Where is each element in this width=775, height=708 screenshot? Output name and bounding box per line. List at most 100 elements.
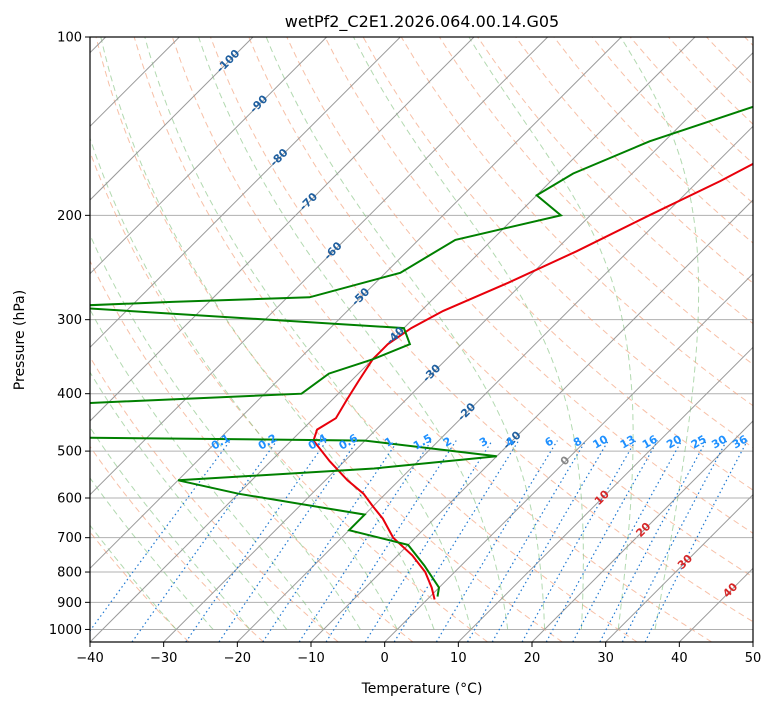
plot-frame	[89, 36, 754, 643]
mixing-ratio-label: 0.4	[306, 431, 330, 452]
dry-adiabat-line	[515, 37, 753, 284]
x-tick-label: 0	[381, 651, 389, 666]
mixing-ratio-line	[644, 440, 748, 642]
mixing-ratio-label: 6	[543, 434, 556, 449]
isotherm-line	[310, 199, 753, 642]
isotherm-line	[678, 567, 753, 642]
mixing-ratio-label: 1.5	[411, 432, 434, 453]
x-axis-label: Temperature (°C)	[361, 681, 483, 697]
isotherm-line	[457, 346, 753, 642]
x-tick-label: 10	[450, 651, 467, 666]
dry-adiabat-line	[90, 150, 488, 642]
y-tick-label: 1000	[49, 623, 82, 638]
moist-adiabat-line	[198, 37, 509, 630]
x-tick-label: 30	[597, 651, 614, 666]
mixing-ratio-line	[599, 440, 707, 642]
isotherm-line	[384, 272, 753, 642]
dry-adiabat-line	[95, 37, 563, 642]
dry-adiabat-line	[90, 531, 190, 642]
isotherm-line	[90, 37, 549, 496]
isotherm-line	[531, 420, 753, 642]
dry-adiabat-line	[591, 37, 753, 204]
dry-adiabat-line	[286, 37, 753, 534]
moist-adiabat-line	[620, 37, 700, 630]
mixing-ratio-label: 13	[618, 433, 638, 452]
moist-adiabat-line	[90, 477, 214, 630]
y-tick-label: 100	[57, 31, 82, 46]
mixing-ratio-line	[393, 440, 520, 642]
mixing-ratio-label: 30	[709, 432, 729, 451]
y-tick-label: 500	[57, 445, 82, 460]
dry-adiabat-line	[706, 37, 753, 86]
mixing-ratio-line	[298, 440, 432, 642]
isotherm-line	[90, 37, 475, 422]
mixing-ratio-line	[521, 440, 637, 642]
isotherm-line	[236, 125, 753, 642]
dry-adiabat-line	[90, 445, 264, 642]
isotherm-line	[90, 37, 401, 349]
isotherm-line	[90, 37, 254, 201]
axes-layer: −40 −30 −20 −10 0 10 20 30 40 5010020030040050060…	[49, 31, 761, 667]
mixing-ratio-line	[491, 440, 609, 642]
dewpoint-profile	[90, 105, 753, 597]
dry-adiabat-line	[744, 37, 753, 47]
mixing-ratio-label: 10	[591, 432, 611, 451]
mixing-ratio-label: 36	[730, 432, 750, 451]
moist-adiabat-line	[90, 426, 251, 630]
mixing-ratio-line	[435, 440, 558, 642]
moist-adiabat-line	[353, 37, 584, 630]
mixing-ratio-label: 20	[664, 432, 684, 451]
y-tick-label: 600	[57, 492, 82, 507]
temperature-profile	[312, 162, 753, 600]
x-tick-label: 50	[745, 651, 762, 666]
isotherm-line	[90, 37, 622, 570]
dry-adiabat-line	[668, 37, 753, 125]
mixing-ratio-line	[572, 440, 683, 642]
x-tick-label: −40	[76, 651, 103, 666]
moist-adiabat-line	[90, 308, 324, 630]
moist-adiabat-line	[90, 371, 288, 630]
isotherm-line	[752, 641, 753, 642]
mixing-ratio-label: 25	[689, 433, 709, 452]
y-tick-label: 300	[57, 313, 82, 328]
dry-adiabat-line	[210, 37, 753, 623]
grid-layer	[90, 37, 753, 642]
dry-adiabat-line	[133, 37, 638, 642]
isotherm-line	[163, 51, 753, 642]
series-layer	[90, 105, 753, 600]
mixing-ratio-line	[545, 440, 659, 642]
moist-adiabat-line	[265, 37, 546, 630]
mixing-ratio-line	[90, 440, 231, 632]
x-tick-label: 40	[671, 651, 688, 666]
moist-adiabat-line	[144, 37, 472, 630]
moist-adiabat-line	[468, 37, 634, 630]
dry-adiabat-line	[324, 37, 753, 491]
dry-adiabat-line	[171, 37, 712, 642]
y-tick-label: 400	[57, 387, 82, 402]
x-tick-label: 20	[524, 651, 541, 666]
dry-adiabat-line	[90, 356, 339, 642]
mixing-ratio-label: 16	[640, 432, 660, 451]
dry-adiabat-line	[248, 37, 753, 578]
mixing-ratio-line	[621, 440, 728, 642]
mixing-ratio-line	[364, 440, 493, 642]
x-tick-label: −20	[224, 651, 251, 666]
mixing-ratio-line	[466, 440, 587, 642]
y-axis-label: Pressure (hPa)	[12, 290, 28, 390]
x-tick-label: −30	[150, 651, 177, 666]
dry-adiabat-line	[553, 37, 753, 244]
label-layer: -100-90-80-70-60-50-40-30-20-10010203040…	[209, 47, 750, 601]
isotherm-line	[90, 37, 696, 642]
moist-adiabat-line	[90, 524, 177, 630]
dry-adiabat-line	[438, 37, 753, 366]
y-tick-label: 800	[57, 566, 82, 581]
x-tick-label: −10	[297, 651, 324, 666]
chart-title: wetPf2_C2E1.2026.064.00.14.G05	[285, 12, 559, 32]
moist-adiabat-line	[100, 37, 435, 630]
mixing-ratio-line	[185, 440, 328, 642]
y-tick-label: 900	[57, 596, 82, 611]
y-tick-label: 700	[57, 531, 82, 546]
dry-adiabat-line	[90, 259, 414, 642]
mixing-ratio-label: 0.2	[256, 432, 279, 453]
